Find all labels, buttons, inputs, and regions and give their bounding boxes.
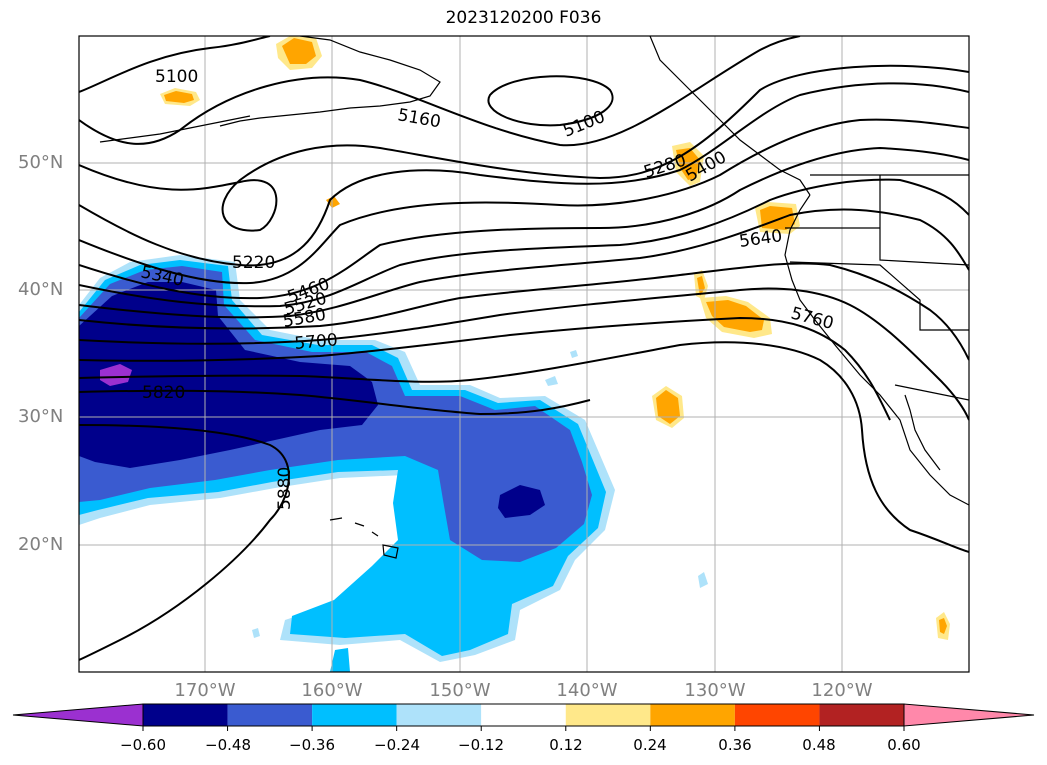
colorbar-segment	[819, 704, 904, 726]
colorbar-tick-label: 0.60	[887, 736, 921, 754]
lon-label-130w: 130°W	[684, 680, 746, 701]
colorbar-segment	[565, 704, 651, 726]
colorbar-extend-high	[903, 703, 1035, 727]
plot-frame	[78, 35, 970, 673]
contour-label-5880: 5880	[275, 467, 295, 510]
contour-label-5160: 5160	[396, 105, 442, 132]
lon-label-160w: 160°W	[301, 680, 363, 701]
contour-label-5100-e: 5100	[560, 107, 608, 142]
colorbar-tick-label: 0.36	[718, 736, 752, 754]
lon-label-170w: 170°W	[174, 680, 236, 701]
shading-positive	[160, 36, 950, 640]
contour-5580	[79, 262, 969, 361]
shade-pos-h2	[939, 618, 947, 634]
contour-5460	[79, 178, 969, 308]
map-title: 2023120200 F036	[445, 8, 602, 28]
hawaii-islands	[329, 517, 399, 559]
lon-label-120w: 120°W	[811, 680, 873, 701]
lon-label-140w: 140°W	[556, 680, 618, 701]
colorbar-segment	[227, 704, 313, 726]
shade-pos-g2	[656, 390, 680, 424]
colorbar-tick-label: 0.48	[802, 736, 836, 754]
state-border-1	[879, 175, 969, 266]
colorbar-segment	[143, 704, 228, 726]
colorbar	[12, 703, 1035, 731]
contour-5880	[79, 424, 290, 661]
contour-5340	[79, 118, 969, 285]
contour-5820	[79, 389, 591, 416]
shade-pos-b2	[164, 91, 194, 103]
contour-label-5220: 5220	[232, 253, 275, 273]
aleutian-chain	[99, 115, 251, 143]
contour-5160	[79, 36, 801, 147]
lat-label-50n: 50°N	[18, 152, 64, 173]
alaska-coast	[219, 36, 441, 127]
colorbar-segment	[312, 704, 397, 726]
colorbar-segment	[734, 704, 820, 726]
shade-neg-spot1	[330, 648, 350, 672]
us-west-coast	[784, 194, 969, 506]
lat-label-40n: 40°N	[18, 279, 64, 300]
contour-5700	[79, 316, 891, 421]
colorbar-tick-label: 0.24	[633, 736, 667, 754]
height-contours	[79, 36, 969, 661]
coastlines	[99, 36, 969, 559]
colorbar-tick-label: −0.12	[458, 736, 504, 754]
colorbar-tick-label: −0.48	[205, 736, 251, 754]
colorbar-tick-label: −0.36	[289, 736, 335, 754]
colorbar-segment	[650, 704, 735, 726]
bc-coast	[649, 36, 811, 196]
contour-5640	[79, 287, 969, 421]
colorbar-tick-label: −0.24	[374, 736, 420, 754]
contour-5760	[79, 341, 969, 553]
shade-neg-spot3	[570, 350, 578, 358]
shade-neg-spot2	[545, 376, 558, 386]
map-plot-area: 5100 5160 5100 5220 5280 5400 5340 5460 …	[79, 36, 969, 672]
lat-label-30n: 30°N	[18, 406, 64, 427]
colorbar-frame	[142, 703, 905, 727]
contour-5100-west	[79, 36, 271, 93]
baja-coast	[904, 394, 941, 471]
contour-5520	[79, 208, 969, 319]
colorbar-segment	[481, 704, 566, 726]
contour-label-5820: 5820	[142, 383, 185, 403]
shade-pos-i	[326, 196, 340, 208]
shade-neg-max	[100, 364, 132, 386]
contour-5400	[79, 146, 969, 300]
contour-5100-low	[487, 75, 614, 127]
state-border-3	[789, 261, 969, 331]
contour-label-5640: 5640	[738, 226, 784, 252]
shade-neg-060b	[498, 485, 545, 518]
shading-negative	[79, 255, 708, 672]
contour-5280	[79, 82, 969, 267]
colorbar-tick-label: 0.12	[549, 736, 583, 754]
shade-pos-a2	[282, 38, 316, 64]
colorbar-tick-label: −0.60	[120, 736, 166, 754]
lon-label-150w: 150°W	[429, 680, 491, 701]
shade-pos-e2	[706, 300, 764, 332]
shade-neg-spot5	[252, 628, 260, 638]
contour-label-5100-w: 5100	[155, 67, 198, 87]
colorbar-extend-low	[12, 703, 144, 727]
lat-label-20n: 20°N	[18, 534, 64, 555]
shade-pos-f2	[697, 276, 705, 296]
contour-label-5700: 5700	[294, 330, 339, 354]
contour-label-5280: 5280	[641, 150, 688, 182]
colorbar-segment	[396, 704, 482, 726]
shade-neg-spot4	[698, 572, 708, 588]
contour-5220	[79, 64, 969, 232]
